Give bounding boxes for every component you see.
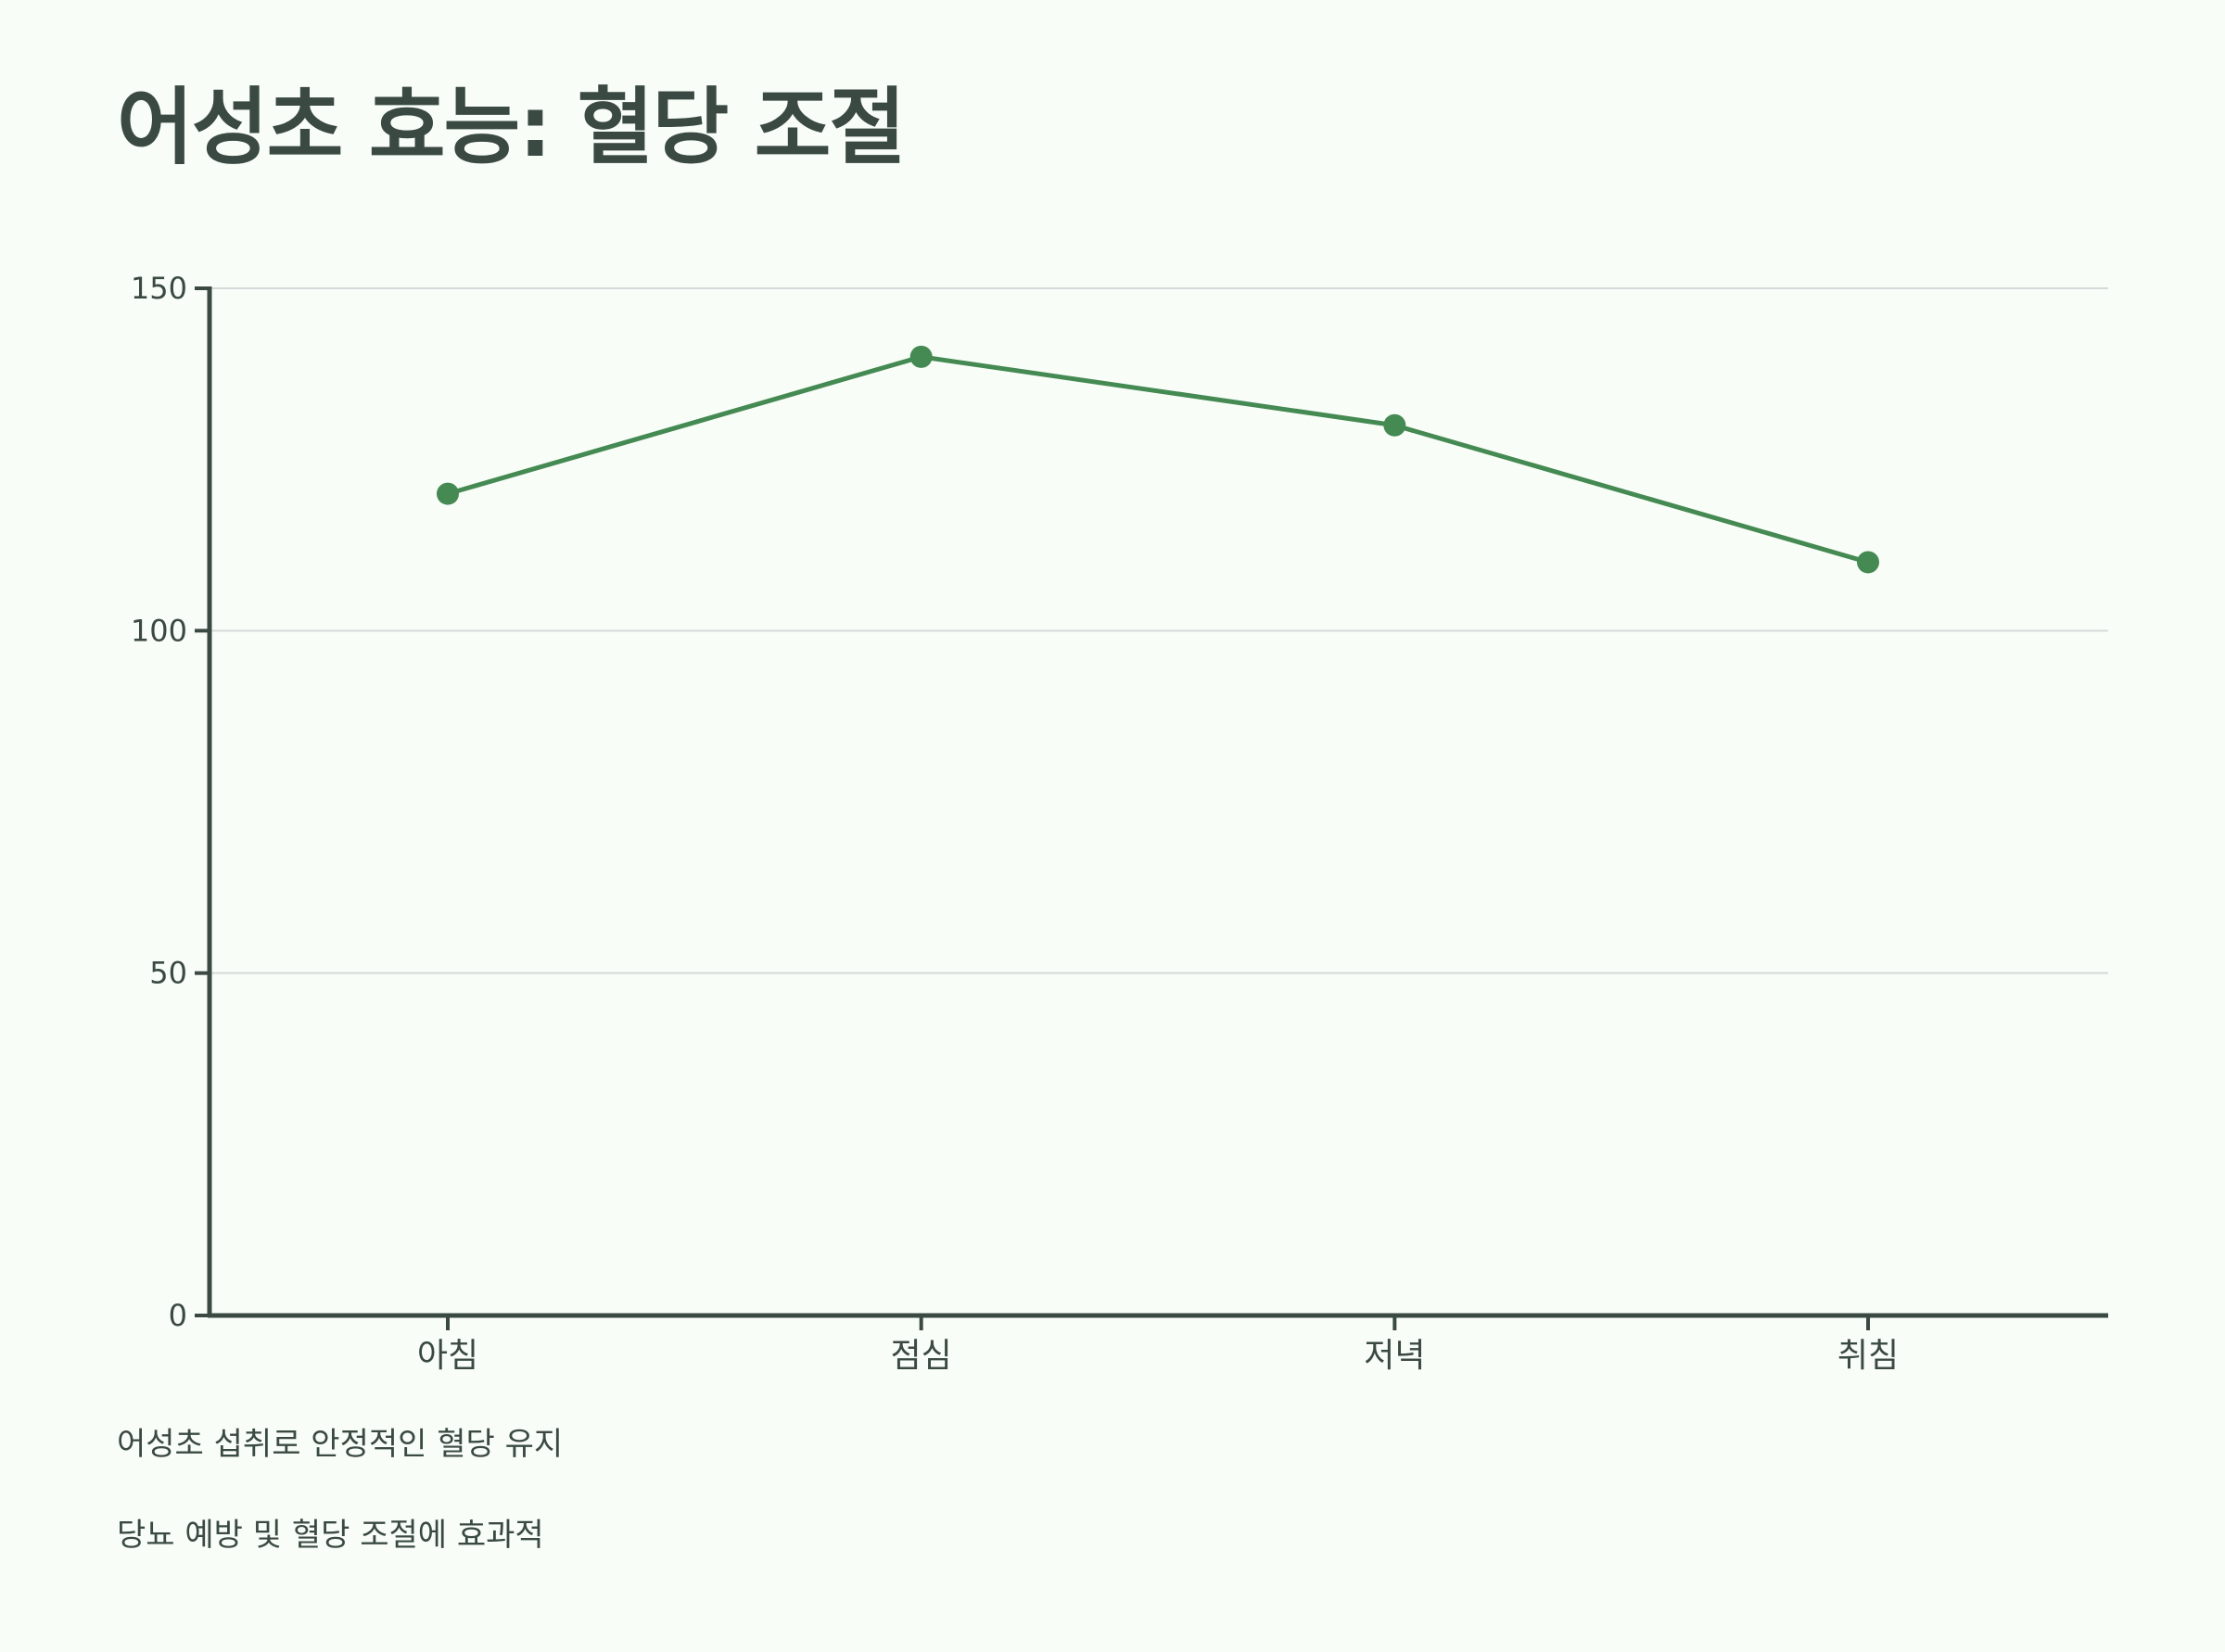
gridlines — [210, 287, 2108, 974]
series-line-0 — [447, 354, 1869, 565]
data-point-0-0 — [437, 482, 459, 505]
data-point-0-3 — [1857, 551, 1879, 574]
x-tick-label-2: 저녁 — [1364, 1337, 1425, 1375]
data-point-0-2 — [1383, 413, 1406, 437]
series-layer — [437, 345, 1879, 574]
x-tick-label-1: 점심 — [891, 1337, 952, 1375]
tick-labels: 0 50 100 150 아침 점심 저녁 취침 — [131, 271, 1899, 1375]
axes — [195, 286, 2108, 1330]
x-tick-label-0: 아침 — [417, 1337, 478, 1375]
data-point-0-1 — [909, 345, 933, 368]
y-tick-label-150: 150 — [131, 271, 187, 306]
line-chart: 0 50 100 150 아침 점심 저녁 취침 — [131, 271, 2108, 1375]
x-tick-label-3: 취침 — [1837, 1337, 1899, 1375]
note-diabetes-prevention: 당뇨 예방 및 혈당 조절에 효과적 — [117, 1517, 544, 1554]
note-stable-blood-sugar: 어성초 섭취로 안정적인 혈당 유지 — [117, 1426, 564, 1463]
y-tick-label-100: 100 — [131, 613, 187, 648]
y-tick-label-0: 0 — [169, 1298, 187, 1333]
chart-title: 어성초 효능: 혈당 조절 — [117, 79, 906, 176]
y-tick-label-50: 50 — [149, 956, 187, 991]
